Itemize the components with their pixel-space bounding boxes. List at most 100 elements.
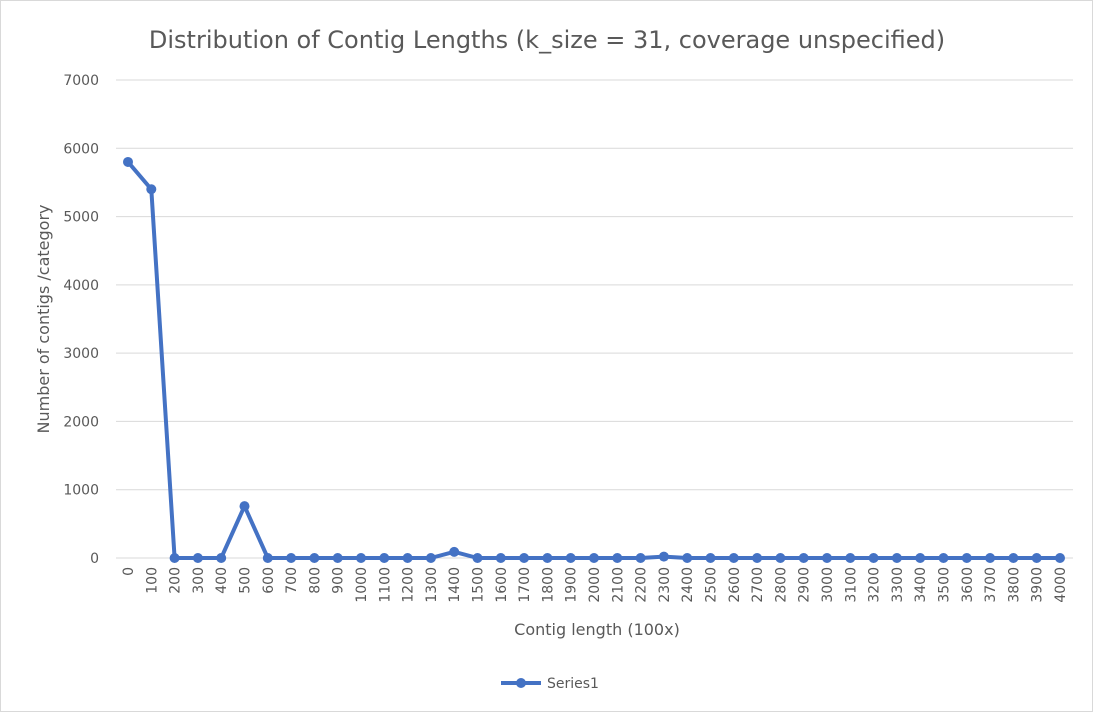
x-tick-label: 3200 (867, 567, 883, 603)
data-point (985, 553, 996, 563)
x-tick-label: 2900 (797, 567, 813, 603)
data-point (915, 553, 926, 563)
data-point (822, 553, 832, 563)
x-tick-label: 2800 (773, 567, 789, 603)
x-tick-label: 900 (331, 567, 347, 594)
data-point (1031, 553, 1042, 563)
x-tick-label: 200 (168, 567, 184, 594)
series-layer (123, 156, 1065, 563)
y-axis-title: Number of contigs /category (34, 205, 53, 434)
x-tick-label: 3100 (843, 567, 859, 603)
x-tick-label: 3800 (1006, 567, 1022, 603)
data-point (891, 553, 902, 563)
x-tick-label: 3400 (913, 567, 929, 603)
data-point (309, 553, 320, 563)
data-point (938, 553, 949, 563)
x-tick-label: 4000 (1053, 567, 1069, 603)
data-point (146, 184, 157, 195)
x-tick-label: 1000 (354, 567, 370, 603)
x-tick-label: 1700 (517, 567, 533, 603)
y-tick-label: 7000 (63, 73, 99, 89)
data-point (775, 553, 786, 563)
y-tick-label: 0 (90, 551, 99, 567)
data-point (449, 546, 460, 557)
x-tick-label: 1900 (564, 567, 580, 603)
data-point (472, 553, 483, 563)
y-tick-label: 5000 (63, 210, 99, 226)
x-tick-label: 1500 (471, 567, 487, 603)
y-axis-ticks: 0 1000 2000 3000 4000 5000 6000 7000 (63, 73, 99, 567)
data-point (262, 553, 273, 563)
chart-title: Distribution of Contig Lengths (k_size =… (149, 26, 945, 54)
x-tick-label: 3300 (890, 567, 906, 603)
x-tick-label: 2600 (727, 567, 743, 603)
x-axis-title: Contig length (100x) (514, 620, 680, 639)
x-tick-label: 2700 (750, 567, 766, 603)
data-point (682, 553, 693, 563)
data-point (216, 553, 227, 563)
x-tick-label: 500 (238, 567, 254, 594)
data-point (845, 553, 856, 563)
data-point (169, 553, 180, 563)
data-point (495, 553, 506, 563)
data-point (658, 551, 669, 562)
x-tick-label: 2400 (680, 567, 696, 603)
y-tick-label: 3000 (63, 346, 99, 362)
data-point (1055, 553, 1065, 563)
data-point (332, 553, 343, 563)
y-tick-label: 4000 (63, 278, 99, 294)
x-axis-ticks: 0 100 200 300 400 500 600 700 800 900 1000 1100 1200… (121, 567, 1069, 603)
x-tick-label: 0 (121, 567, 137, 576)
x-tick-label: 600 (261, 567, 277, 594)
x-tick-label: 1400 (447, 567, 463, 603)
data-point (589, 553, 599, 563)
data-point (705, 553, 716, 563)
legend-series1-label: Series1 (547, 676, 599, 692)
data-point (868, 553, 879, 563)
x-tick-label: 1100 (377, 567, 393, 603)
y-tick-label: 2000 (63, 414, 99, 430)
data-point (425, 553, 436, 563)
data-point (798, 553, 809, 563)
data-point (752, 553, 763, 563)
x-tick-label: 800 (307, 567, 323, 594)
data-point (519, 553, 530, 563)
legend-series1-marker (516, 678, 526, 688)
data-point (635, 553, 646, 563)
x-tick-label: 300 (191, 567, 207, 594)
data-point (961, 553, 972, 563)
data-point (565, 553, 576, 563)
x-tick-label: 3700 (983, 567, 999, 603)
data-point (123, 156, 133, 167)
x-tick-label: 400 (214, 567, 230, 594)
series-line (126, 160, 1060, 560)
x-tick-label: 2500 (704, 567, 720, 603)
data-point (612, 553, 623, 563)
data-point (542, 553, 553, 563)
x-tick-label: 2100 (610, 567, 626, 603)
x-tick-label: 3500 (937, 567, 953, 603)
x-tick-label: 2200 (634, 567, 650, 603)
data-point (239, 501, 250, 512)
x-tick-label: 3600 (960, 567, 976, 603)
data-point (1008, 553, 1019, 563)
x-tick-label: 2000 (587, 567, 603, 603)
data-point (192, 553, 203, 563)
legend: Series1 (501, 676, 599, 692)
data-point (379, 553, 390, 563)
data-point (402, 553, 413, 563)
data-point (356, 553, 366, 563)
y-tick-label: 1000 (63, 483, 99, 499)
x-tick-label: 3000 (820, 567, 836, 603)
x-tick-label: 1200 (401, 567, 417, 603)
x-tick-label: 100 (144, 567, 160, 594)
gridlines (116, 79, 1073, 559)
y-tick-label: 6000 (63, 141, 99, 157)
x-tick-label: 1800 (540, 567, 556, 603)
x-tick-label: 2300 (657, 567, 673, 603)
data-point (728, 553, 739, 563)
x-tick-label: 1300 (424, 567, 440, 603)
x-tick-label: 700 (284, 567, 300, 594)
